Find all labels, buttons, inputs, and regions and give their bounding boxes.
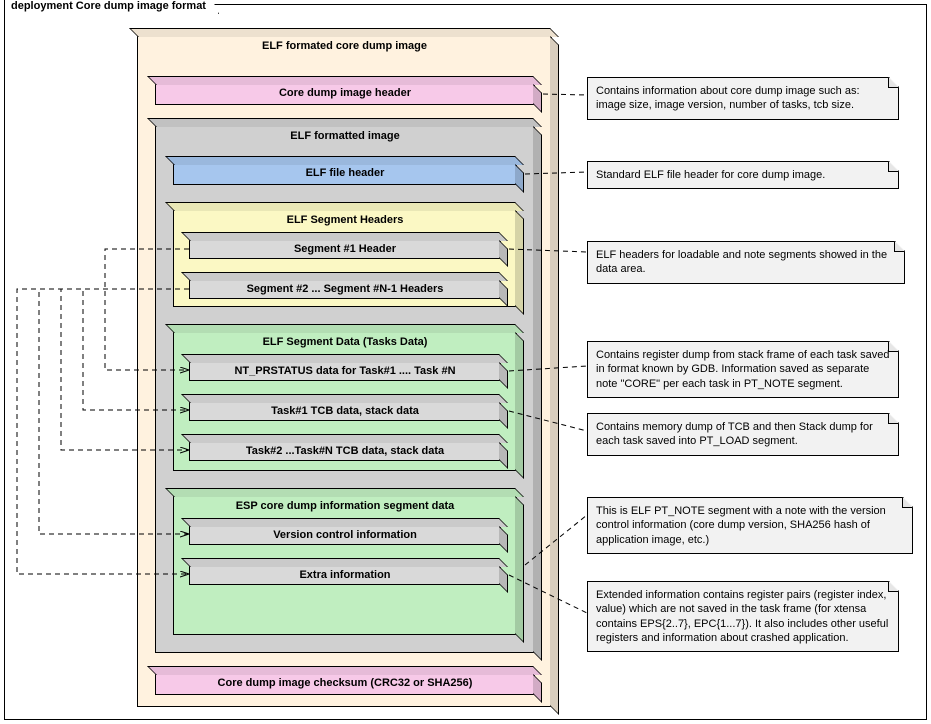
label: Version control information: [190, 526, 500, 544]
note-tcb: Contains memory dump of TCB and then Sta…: [587, 413, 899, 456]
note-segment-headers: ELF headers for loadable and note segmen…: [587, 241, 905, 284]
task1-tcb-stack: Task#1 TCB data, stack data: [189, 401, 501, 421]
label: Core dump image header: [156, 84, 534, 102]
version-control-information: Version control information: [189, 525, 501, 545]
title: ESP core dump information segment data: [174, 496, 516, 516]
title: ELF Segment Headers: [174, 210, 516, 230]
label: Segment #2 ... Segment #N-1 Headers: [190, 280, 500, 298]
core-dump-checksum: Core dump image checksum (CRC32 or SHA25…: [155, 673, 535, 695]
diagram-frame: deployment Core dump image format ELF fo…: [4, 4, 927, 720]
segment-n-headers: Segment #2 ... Segment #N-1 Headers: [189, 279, 501, 299]
segment-1-header: Segment #1 Header: [189, 239, 501, 259]
taskn-tcb-stack: Task#2 ...Task#N TCB data, stack data: [189, 441, 501, 461]
label: Core dump image checksum (CRC32 or SHA25…: [156, 674, 534, 692]
extra-information: Extra information: [189, 565, 501, 585]
label: Task#2 ...Task#N TCB data, stack data: [190, 442, 500, 460]
note-extra: Extended information contains register p…: [587, 581, 899, 652]
title: ELF Segment Data (Tasks Data): [174, 332, 516, 352]
label: Task#1 TCB data, stack data: [190, 402, 500, 420]
label: ELF file header: [174, 164, 516, 182]
frame-title: deployment Core dump image format: [4, 0, 219, 14]
note-esp-info: This is ELF PT_NOTE segment with a note …: [587, 497, 913, 554]
core-dump-image-header: Core dump image header: [155, 83, 535, 105]
label: Extra information: [190, 566, 500, 584]
label: Segment #1 Header: [190, 240, 500, 258]
nt-prstatus-data: NT_PRSTATUS data for Task#1 .... Task #N: [189, 361, 501, 381]
title: ELF formated core dump image: [138, 36, 551, 56]
note-prstatus: Contains register dump from stack frame …: [587, 341, 899, 398]
note-header: Contains information about core dump ima…: [587, 77, 899, 120]
label: NT_PRSTATUS data for Task#1 .... Task #N: [190, 362, 500, 380]
elf-file-header: ELF file header: [173, 163, 517, 185]
note-elf-header: Standard ELF file header for core dump i…: [587, 161, 899, 189]
title: ELF formatted image: [156, 126, 534, 146]
